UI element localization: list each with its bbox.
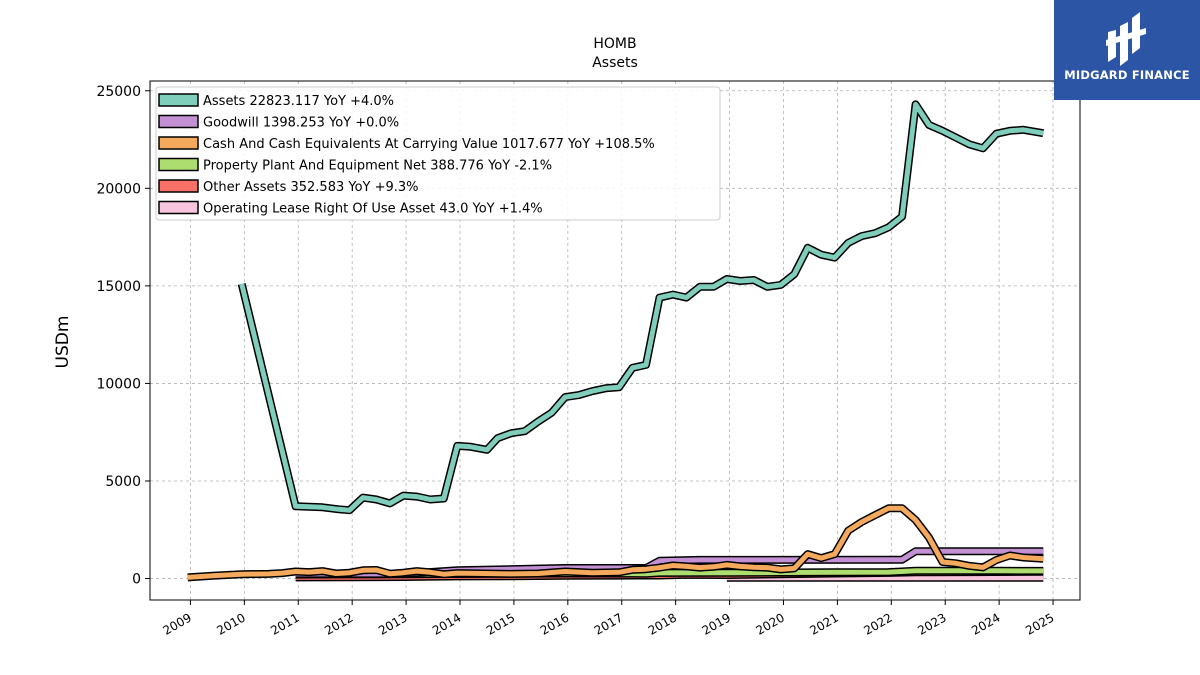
x-tick-label: 2016: [538, 610, 571, 637]
x-tick-label: 2010: [214, 610, 247, 637]
legend-swatch: [158, 179, 199, 193]
legend-swatch: [158, 136, 199, 150]
series-area: [187, 100, 1044, 582]
y-tick-label: 10000: [96, 376, 141, 392]
legend-label: Property Plant And Equipment Net 388.776…: [203, 159, 552, 174]
x-tick-label: 2011: [268, 610, 301, 637]
brand-logo: MIDGARD FINANCE: [1054, 0, 1200, 100]
x-tick-label: 2024: [969, 610, 1002, 637]
plot-frame: [149, 80, 1081, 601]
legend-swatch: [158, 157, 199, 172]
x-tick-label: 2017: [592, 610, 625, 637]
logo-text: MIDGARD FINANCE: [1064, 68, 1190, 82]
x-tick-label: 2020: [754, 610, 787, 637]
y-tick-label: 15000: [96, 279, 141, 295]
legend-box: [155, 86, 721, 221]
series-line-0: [239, 101, 1044, 513]
chart-title: HOMB: [593, 36, 636, 52]
logo-mark-icon: [1106, 12, 1146, 66]
x-tick-label: 2015: [484, 610, 517, 637]
x-tick-label: 2019: [700, 610, 733, 637]
legend-label: Other Assets 352.583 YoY +9.3%: [203, 180, 419, 195]
y-tick-label: 20000: [96, 181, 141, 197]
legend: Assets 22823.117 YoY +4.0% Goodwill 1398.…: [155, 86, 721, 221]
x-tick-label: 2023: [915, 610, 948, 637]
x-tick-label: 2022: [861, 610, 894, 637]
legend-label: Assets 22823.117 YoY +4.0%: [203, 94, 394, 109]
series-line-2: [187, 505, 1044, 580]
x-tick-label: 2013: [376, 610, 409, 637]
x-tick-label: 2021: [807, 610, 840, 637]
y-tick-label: 5000: [105, 474, 141, 490]
legend-label: Goodwill 1398.253 YoY +0.0%: [203, 116, 399, 131]
chart-subtitle: Assets: [592, 55, 638, 71]
legend-swatch: [158, 93, 199, 107]
x-tick-label: 2025: [1023, 610, 1056, 637]
x-tick-label: 2012: [322, 610, 355, 637]
x-tick-label: 2014: [430, 610, 463, 637]
y-axis-label: USDm: [53, 316, 73, 369]
legend-label: Cash And Cash Equivalents At Carrying Va…: [203, 137, 655, 152]
axis-ticks: 0 5000 10000 15000 20000 25000 2009 2010 2011 201…: [96, 84, 1056, 638]
x-tick-label: 2018: [646, 610, 679, 637]
legend-swatch: [158, 200, 199, 215]
legend-swatch: [158, 114, 199, 129]
x-tick-label: 2009: [160, 610, 193, 637]
y-tick-label: 0: [132, 572, 141, 588]
legend-label: Operating Lease Right Of Use Asset 43.0 …: [203, 202, 543, 217]
y-tick-label: 25000: [96, 84, 141, 100]
